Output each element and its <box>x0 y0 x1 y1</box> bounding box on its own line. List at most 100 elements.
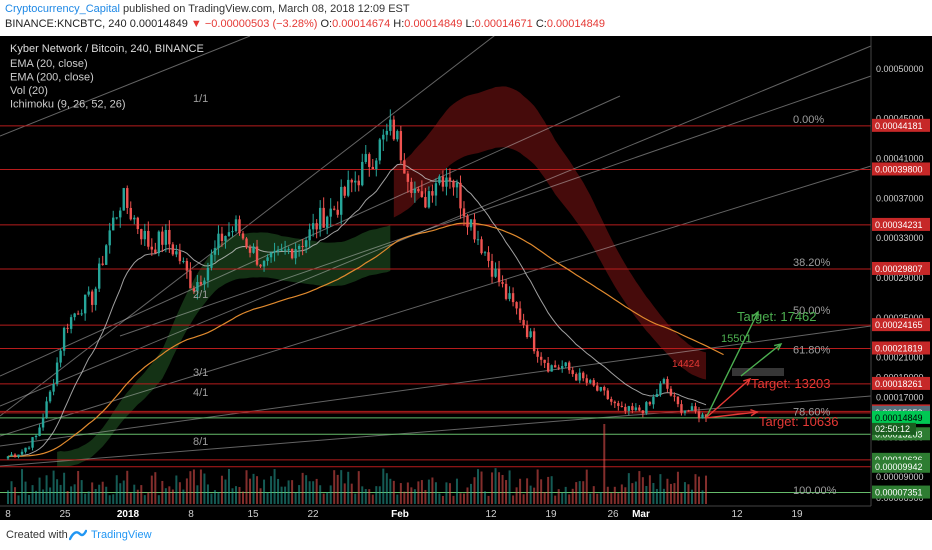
volume-bar <box>31 485 34 504</box>
level-price-tag <box>872 485 930 499</box>
volume-bar <box>427 479 430 504</box>
candle-bullish <box>340 186 343 215</box>
candle-bullish <box>297 245 301 250</box>
volume-bar <box>266 492 269 504</box>
candle-bearish <box>473 219 476 240</box>
candle-bullish <box>378 139 381 161</box>
candle-bearish <box>255 246 259 265</box>
candle-bullish <box>27 447 31 449</box>
level-price-tag <box>872 318 930 332</box>
candle-bearish <box>403 160 406 174</box>
level-price-label: 0.00007351 <box>875 488 923 498</box>
candle-bullish <box>6 456 10 459</box>
candle-bullish <box>31 437 34 448</box>
candle-bearish <box>543 359 546 363</box>
price-axis[interactable]: 0.00050000 0.00045000 0.00041000 0.00037000… <box>872 64 930 503</box>
candle-bullish <box>234 219 238 232</box>
candle-bearish <box>199 282 203 285</box>
time-axis[interactable]: 8 25 2018 8 15 22 Feb 12 19 26 Mar 12 19 <box>5 509 803 520</box>
trendline-channel <box>119 75 872 337</box>
time-axis-bg <box>0 506 871 520</box>
volume-bar <box>126 470 129 504</box>
candle-bullish <box>413 188 417 194</box>
candle-bearish <box>192 288 196 292</box>
volume-bar <box>326 492 329 504</box>
gann-labels-layer: 1/1 2/1 3/1 4/1 8/1 <box>193 93 208 448</box>
volume-bar <box>526 478 529 504</box>
candle-bearish <box>596 385 599 391</box>
volume-bar <box>87 491 90 504</box>
candle-bullish <box>41 417 45 428</box>
volume-bar <box>294 492 297 504</box>
volume-bar <box>501 474 504 504</box>
candle-bearish <box>546 362 550 372</box>
gann-label-1: 2/1 <box>193 289 208 301</box>
volume-bar <box>336 474 339 504</box>
candle-bullish <box>227 232 231 236</box>
volume-bar <box>599 491 602 504</box>
high-value: 0.00014849 <box>404 18 463 30</box>
candle-bearish <box>610 399 613 402</box>
candle-bearish <box>185 260 189 271</box>
volume-bar <box>620 484 623 504</box>
volume-bar <box>122 480 125 504</box>
level-price-tag <box>872 118 930 132</box>
volume-bar <box>7 490 9 504</box>
volume-bar <box>480 471 483 504</box>
volume-bar <box>592 486 595 504</box>
candle-bearish <box>592 380 595 386</box>
forecast-box <box>732 368 784 376</box>
volume-bar <box>515 487 518 504</box>
candle-bearish <box>371 166 374 170</box>
level-price-label: 0.00029807 <box>875 264 923 274</box>
gann-fan-line-1-1 <box>0 36 251 137</box>
volume-bar <box>21 469 24 504</box>
price-tick-label: 0.00050000 <box>876 64 924 74</box>
author-link[interactable]: Cryptocurrency_Capital <box>5 3 120 15</box>
candle-bullish <box>38 427 41 436</box>
candle-bullish <box>164 229 168 245</box>
candle-bullish <box>385 130 389 135</box>
price-change: ▼ −0.00000503 (−3.28%) <box>190 18 318 30</box>
volume-bar <box>673 483 676 504</box>
annotation-1: 15501 <box>721 333 752 345</box>
open-label: O: <box>320 18 333 30</box>
candle-bullish <box>133 217 136 220</box>
volume-bar <box>52 470 55 504</box>
candle-bearish <box>322 207 325 228</box>
candle-bullish <box>434 183 438 196</box>
volume-bar <box>459 493 462 504</box>
candle-bearish <box>539 356 543 360</box>
candle-bearish <box>406 173 410 182</box>
arrow-to-target-17462 <box>705 311 759 419</box>
level-price-label: 0.00044181 <box>875 121 923 131</box>
volume-bar <box>91 482 94 504</box>
candle-bearish <box>553 365 557 368</box>
countdown-label: 02:50:12 <box>875 424 910 434</box>
candle-bearish <box>301 245 304 247</box>
chart-title: Kyber Network / Bitcoin, 240, BINANCE <box>10 43 204 55</box>
volume-bar <box>385 473 388 504</box>
volume-bar <box>452 495 455 504</box>
candle-bullish <box>97 263 101 289</box>
candle-bullish <box>269 252 273 258</box>
candle-bullish <box>83 294 87 314</box>
low-label: L: <box>465 18 475 30</box>
price-chart[interactable]: 0.00% 38.20% 50.00% 61.80% 78.60% 100.00% 1/1… <box>0 36 932 520</box>
volume-bar <box>519 478 522 504</box>
annotation-0: Target: 17462 <box>737 309 817 324</box>
candle-bullish <box>80 313 83 315</box>
tradingview-brand-link[interactable]: TradingView <box>91 529 152 541</box>
close-label: C: <box>535 18 547 30</box>
candle-bullish <box>196 282 199 292</box>
candle-bearish <box>497 268 501 283</box>
volume-bar <box>550 476 553 504</box>
candle-bearish <box>466 216 469 228</box>
candle-bearish <box>613 401 617 404</box>
level-price-tag <box>872 410 930 424</box>
candle-bearish <box>624 406 627 411</box>
volume-bar <box>613 486 616 504</box>
volume-bar <box>462 493 465 504</box>
candle-bearish <box>343 186 346 196</box>
candle-bearish <box>638 407 641 411</box>
